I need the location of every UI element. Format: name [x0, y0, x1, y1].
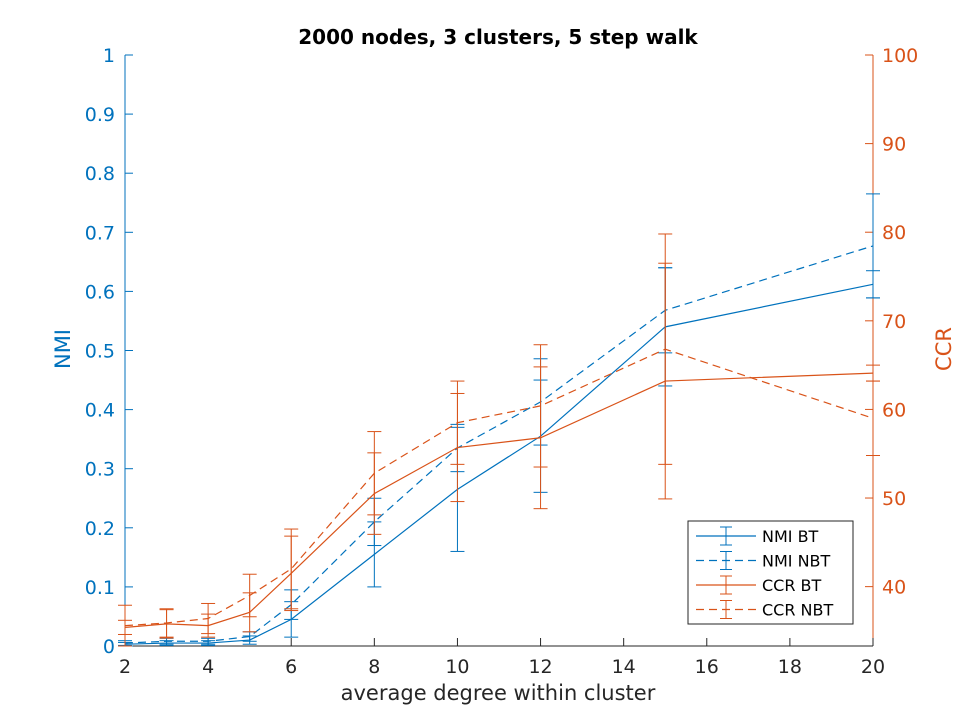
axes: 2 4 6 8 10 12 14 16 18 20 0 0.1 0.2 0.3 0.4 0.5 0.6 0.7 0.… [85, 45, 918, 678]
chart-title: 2000 nodes, 3 clusters, 5 step walk [298, 25, 698, 49]
legend-label: NMI NBT [762, 552, 831, 571]
y-left-tick-label: 0.5 [85, 341, 115, 363]
series-line [124, 372, 874, 628]
error-bar [866, 193, 880, 299]
y-right-tick-label: 70 [882, 311, 906, 333]
y-left-tick-label: 1 [103, 45, 115, 67]
y-left-tick-label: 0.7 [85, 222, 115, 244]
x-tick-label: 18 [778, 656, 802, 678]
series-line [124, 283, 874, 645]
error-bar [201, 602, 216, 635]
error-bar [866, 380, 880, 456]
y-right-tick-label: 50 [882, 488, 906, 510]
x-tick-label: 14 [612, 656, 636, 678]
series-layer [118, 193, 880, 647]
error-bar [118, 604, 132, 647]
y-left-tick-label: 0.9 [85, 104, 115, 126]
y-left-tick-label: 0.3 [85, 459, 115, 481]
series-ccr-nbt [118, 233, 880, 647]
x-tick-label: 16 [695, 656, 719, 678]
x-tick-label: 4 [202, 656, 214, 678]
error-bar [242, 573, 257, 618]
y-left-tick-label: 0.2 [85, 518, 115, 540]
legend-item: NMI BT [696, 526, 819, 546]
error-bar [533, 344, 548, 468]
x-tick-label: 6 [285, 656, 297, 678]
error-bar [367, 431, 382, 516]
y-right-tick-label: 40 [882, 577, 906, 599]
error-bar [450, 380, 465, 465]
x-tick-label: 20 [861, 656, 885, 678]
series-line [124, 245, 874, 644]
y-left-tick-label: 0.8 [85, 163, 115, 185]
y-left-tick-label: 0.6 [85, 281, 115, 303]
x-tick-label: 12 [528, 656, 552, 678]
error-bar [284, 528, 299, 610]
y-right-tick-label: 100 [882, 45, 918, 67]
legend-label: NMI BT [762, 527, 819, 546]
y-right-tick-label: 80 [882, 222, 906, 244]
x-tick-label: 2 [119, 656, 131, 678]
legend-item: NMI NBT [696, 551, 831, 571]
y-axis-left-label: NMI [51, 329, 75, 369]
x-tick-label: 10 [445, 656, 469, 678]
x-tick-label: 8 [368, 656, 380, 678]
error-bar [201, 637, 216, 645]
error-bar [658, 233, 673, 465]
x-axis-label: average degree within cluster [341, 681, 656, 705]
legend-item: CCR NBT [696, 600, 833, 620]
y-left-tick-label: 0.1 [85, 577, 115, 599]
legend: NMI BT NMI NBT CCR BT CCR NBT [687, 520, 854, 625]
legend-label: CCR NBT [762, 601, 833, 620]
error-bar [159, 608, 174, 638]
legend-label: CCR BT [762, 576, 822, 595]
legend-item: CCR BT [696, 575, 822, 595]
y-axis-right-label: CCR [932, 327, 956, 371]
y-left-tick-label: 0.4 [85, 400, 115, 422]
y-left-tick-label: 0 [103, 636, 115, 658]
y-right-tick-label: 60 [882, 399, 906, 421]
y-right-tick-label: 90 [882, 134, 906, 156]
legend-box [687, 520, 854, 625]
